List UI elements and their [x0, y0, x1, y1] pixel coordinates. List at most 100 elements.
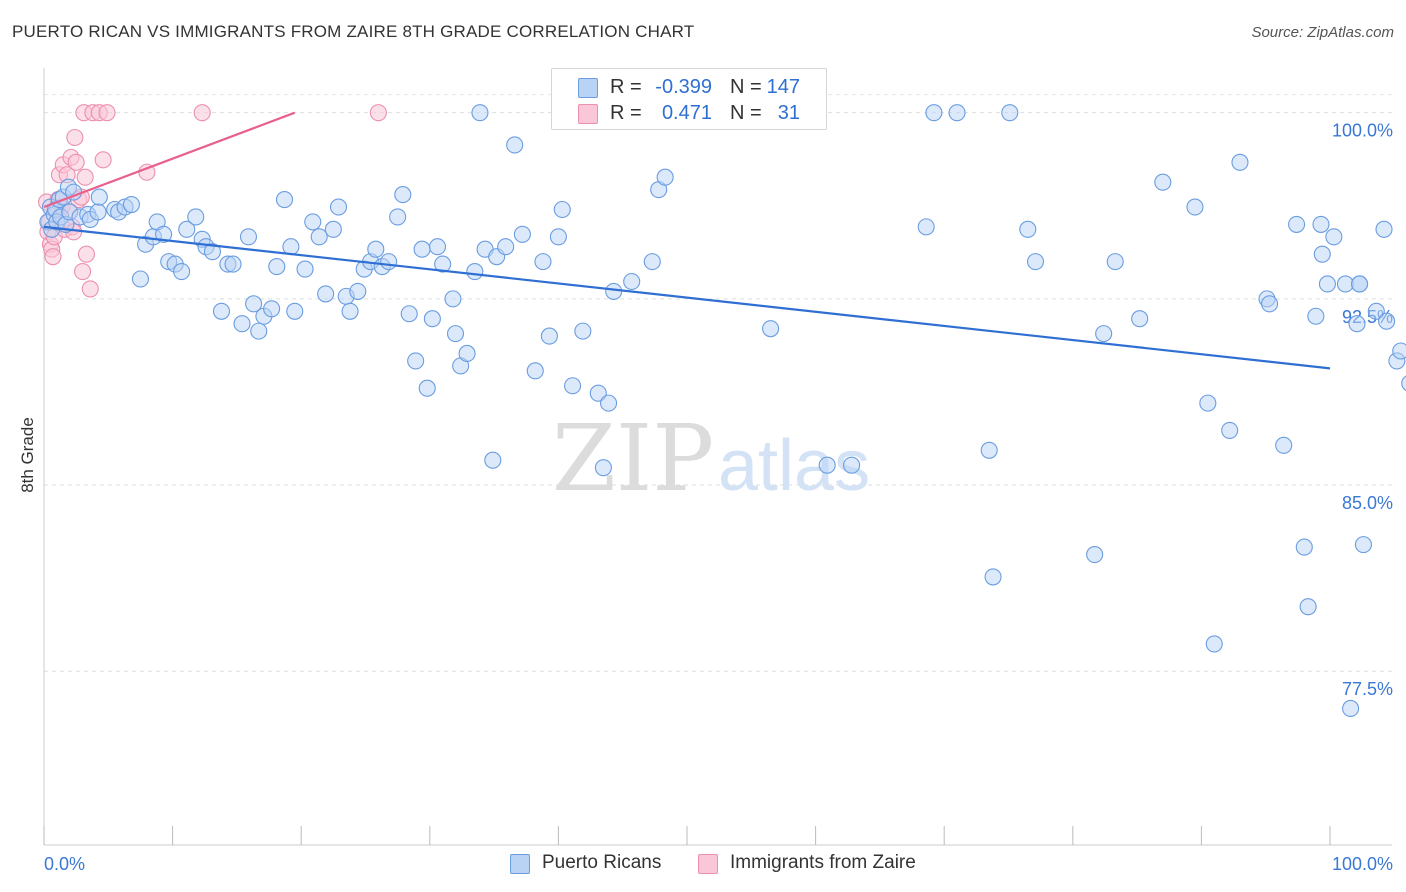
puerto-rican-point	[418, 379, 436, 397]
puerto-rican-point	[423, 310, 441, 328]
x-tick-labels: 0.0% 100.0%	[44, 854, 1393, 874]
puerto-rican-point	[1348, 315, 1366, 333]
puerto-rican-point	[286, 302, 304, 320]
puerto-rican-point	[131, 270, 149, 288]
trend-lines	[43, 111, 1331, 370]
chart-title: PUERTO RICAN VS IMMIGRANTS FROM ZAIRE 8T…	[12, 22, 695, 41]
puerto-rican-point	[594, 459, 612, 477]
puerto-rican-point	[549, 228, 567, 246]
legend-label: Puerto Ricans	[542, 852, 662, 873]
puerto-rican-point	[233, 315, 251, 333]
puerto-rican-point	[178, 220, 196, 238]
puerto-rican-point	[1375, 220, 1393, 238]
gridlines	[44, 94, 1392, 672]
puerto-rican-point	[513, 225, 531, 243]
puerto-rican-point	[310, 228, 328, 246]
puerto-rican-point	[1086, 546, 1104, 564]
puerto-rican-point	[434, 255, 452, 273]
puerto-rican-point	[187, 208, 205, 226]
puerto-rican-point	[1295, 538, 1313, 556]
puerto-rican-point	[589, 384, 607, 402]
puerto-rican-point	[275, 191, 294, 209]
puerto-rican-point	[394, 186, 412, 204]
zaire-point	[193, 104, 211, 122]
r-label: R =	[610, 76, 642, 98]
puerto-rican-point	[1378, 312, 1396, 330]
puerto-rican-point	[203, 243, 222, 261]
puerto-rican-point	[1351, 275, 1369, 293]
puerto-rican-point	[762, 320, 780, 338]
legend-swatch-pink	[698, 854, 718, 874]
zaire-point	[74, 263, 92, 281]
source-label: Source: ZipAtlas.com	[1251, 24, 1394, 41]
puerto-rican-point	[574, 322, 592, 340]
puerto-rican-point	[250, 322, 268, 340]
puerto-rican-point	[173, 263, 191, 281]
zaire-point	[76, 168, 94, 186]
puerto-rican-point	[1205, 635, 1223, 653]
puerto-rican-point	[212, 302, 231, 320]
puerto-rican-point	[1275, 436, 1293, 454]
puerto-rican-point	[239, 228, 258, 246]
n-label: N =	[730, 76, 762, 98]
x-tick-label-min: 0.0%	[44, 854, 85, 874]
puerto-rican-point	[1231, 153, 1249, 171]
zaire-point	[81, 280, 99, 298]
r-value: 0.471	[661, 102, 712, 124]
puerto-rican-point	[329, 198, 348, 216]
puerto-rican-point	[1019, 220, 1037, 238]
blue-points	[39, 104, 1406, 718]
puerto-rican-point	[263, 300, 281, 318]
puerto-rican-point	[367, 240, 385, 258]
puerto-rican-point	[466, 263, 484, 281]
puerto-rican-point	[506, 136, 524, 154]
zaire-point	[94, 151, 112, 169]
n-value: 31	[777, 102, 800, 124]
puerto-rican-point	[497, 238, 515, 256]
puerto-rican-point	[984, 568, 1002, 586]
puerto-rican-point	[90, 188, 108, 206]
puerto-rican-point	[413, 240, 431, 258]
legend-row-puerto-ricans: R = -0.399 N = 147	[552, 74, 826, 100]
puerto-rican-point	[917, 218, 935, 236]
zaire-point	[66, 128, 84, 147]
zaire-point	[77, 245, 95, 263]
puerto-rican-point	[304, 213, 322, 231]
legend-swatch-blue	[578, 78, 598, 98]
puerto-rican-point	[1401, 375, 1406, 391]
puerto-rican-point	[324, 220, 342, 238]
puerto-rican-point	[1095, 325, 1113, 343]
puerto-rican-point	[268, 258, 286, 276]
legend-label: Immigrants from Zaire	[730, 852, 916, 873]
puerto-rican-point	[1318, 275, 1336, 293]
legend-swatch-pink	[578, 104, 598, 124]
puerto-rican-point	[540, 327, 558, 345]
puerto-rican-point	[553, 200, 571, 219]
y-tick-label: 100.0%	[1332, 121, 1393, 141]
puerto-rican-point	[1026, 253, 1045, 271]
puerto-rican-point	[389, 208, 407, 226]
puerto-rican-point	[563, 377, 582, 395]
puerto-rican-point	[1367, 302, 1385, 320]
zaire-trend-line	[43, 111, 296, 209]
puerto-rican-point	[623, 272, 641, 291]
zaire-point	[44, 248, 62, 266]
puerto-rican-point	[224, 255, 242, 273]
puerto-rican-point	[980, 441, 998, 459]
puerto-rican-point	[484, 451, 502, 469]
puerto-rican-point	[428, 238, 447, 256]
puerto-rican-point	[643, 253, 661, 271]
puerto-rican-point	[818, 456, 836, 474]
puerto-rican-point	[400, 305, 418, 323]
y-tick-labels: 77.5%85.0%92.5%100.0%	[1332, 121, 1393, 700]
puerto-rican-point	[89, 203, 107, 221]
puerto-rican-point	[526, 362, 544, 380]
puerto-rican-point	[1186, 198, 1204, 216]
puerto-rican-point	[296, 260, 314, 278]
puerto-rican-point	[1288, 215, 1306, 233]
r-label: R =	[610, 102, 642, 124]
puerto-rican-point	[1354, 536, 1372, 554]
y-tick-label: 77.5%	[1342, 679, 1393, 699]
r-value: -0.399	[655, 76, 712, 98]
